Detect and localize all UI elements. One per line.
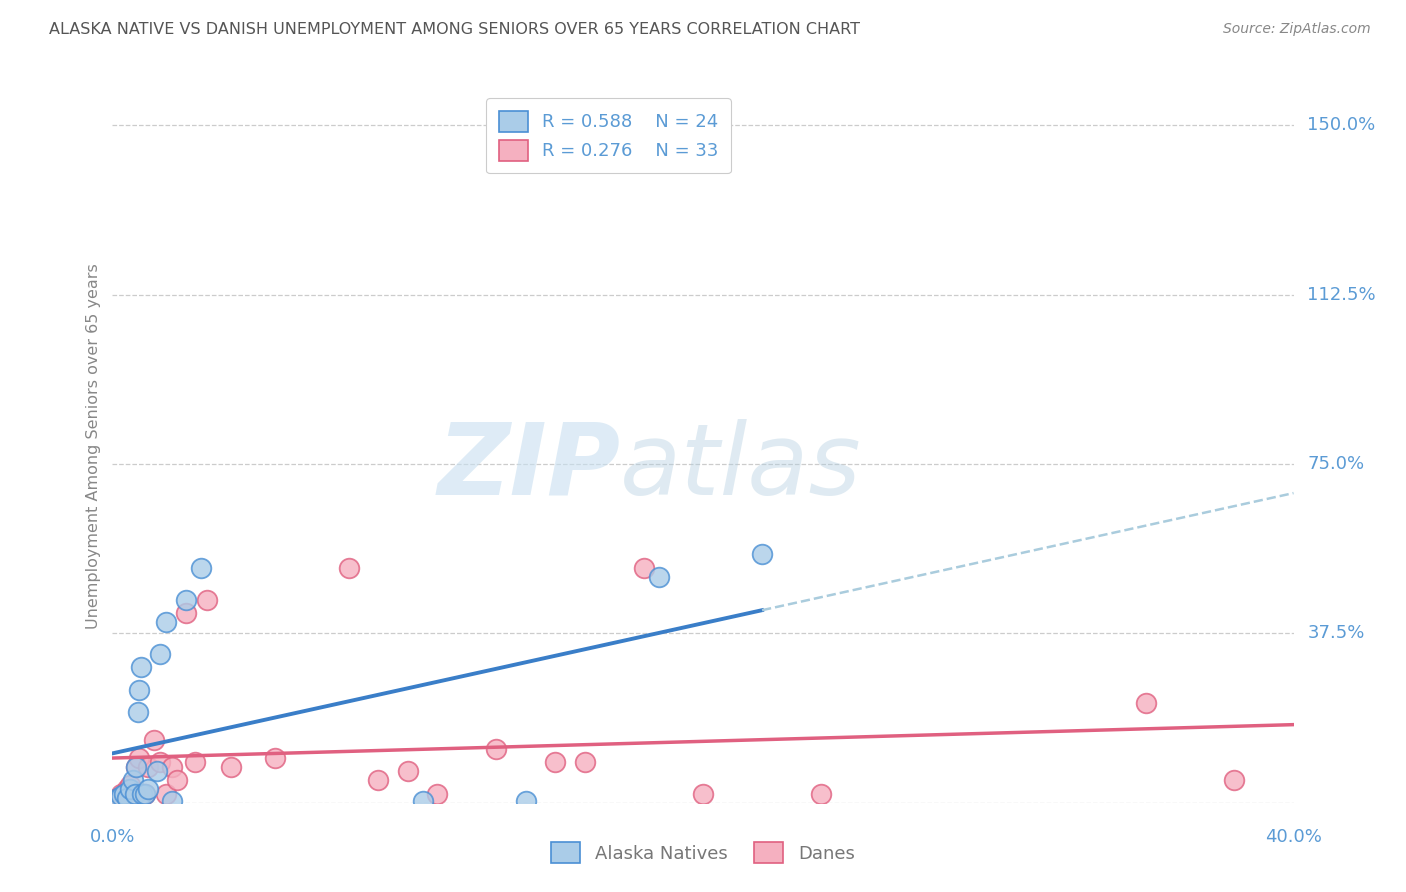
Point (1135, 697, 1157, 711)
Point (160, 793, 183, 807)
Point (219, 759, 242, 773)
Point (122, 773, 145, 788)
Point (136, 759, 159, 773)
Point (120, 778, 142, 792)
Point (131, 787, 153, 801)
Point (134, 787, 156, 801)
Point (412, 793, 434, 807)
Point (174, 592, 197, 607)
Point (134, 787, 156, 801)
Point (128, 750, 150, 764)
Point (1223, 773, 1246, 788)
Legend: Alaska Natives, Danes: Alaska Natives, Danes (543, 833, 863, 872)
Point (128, 682, 150, 697)
Point (544, 755, 567, 769)
Point (515, 793, 537, 807)
Point (396, 764, 419, 779)
Text: ZIP: ZIP (437, 419, 620, 516)
Point (337, 561, 360, 575)
Point (136, 782, 159, 797)
Point (117, 782, 138, 797)
Point (264, 750, 287, 764)
Point (692, 787, 714, 801)
Point (574, 755, 596, 769)
Point (112, 789, 135, 803)
Point (810, 787, 832, 801)
Text: 112.5%: 112.5% (1308, 285, 1376, 303)
Point (107, 791, 129, 805)
Text: 75.0%: 75.0% (1308, 455, 1365, 473)
Point (751, 548, 773, 562)
Point (122, 791, 145, 805)
Point (112, 787, 135, 801)
Point (174, 606, 197, 620)
Point (142, 732, 165, 747)
Point (426, 787, 449, 801)
Point (110, 787, 132, 801)
Point (127, 706, 149, 720)
Text: ALASKA NATIVE VS DANISH UNEMPLOYMENT AMONG SENIORS OVER 65 YEARS CORRELATION CHA: ALASKA NATIVE VS DANISH UNEMPLOYMENT AMO… (49, 22, 860, 37)
Point (647, 570, 671, 584)
Point (110, 789, 132, 803)
Point (129, 660, 152, 674)
Point (117, 791, 138, 805)
Text: Source: ZipAtlas.com: Source: ZipAtlas.com (1223, 22, 1371, 37)
Point (149, 647, 172, 661)
Text: 37.5%: 37.5% (1308, 624, 1365, 642)
Point (125, 759, 148, 773)
Text: 150.0%: 150.0% (1308, 116, 1375, 135)
Point (124, 787, 146, 801)
Point (155, 787, 177, 801)
Point (633, 561, 655, 575)
Point (131, 787, 153, 801)
Point (125, 759, 148, 773)
Point (184, 755, 207, 769)
Y-axis label: Unemployment Among Seniors over 65 years: Unemployment Among Seniors over 65 years (86, 263, 101, 629)
Point (120, 782, 142, 797)
Point (107, 791, 129, 805)
Point (149, 755, 172, 769)
Point (367, 773, 389, 788)
Text: atlas: atlas (620, 419, 862, 516)
Point (155, 615, 177, 629)
Point (485, 741, 508, 756)
Point (195, 592, 218, 607)
Text: 0.0%: 0.0% (90, 828, 135, 846)
Text: 40.0%: 40.0% (1265, 828, 1322, 846)
Point (166, 773, 188, 788)
Point (160, 759, 183, 773)
Point (146, 764, 169, 779)
Point (190, 561, 212, 575)
